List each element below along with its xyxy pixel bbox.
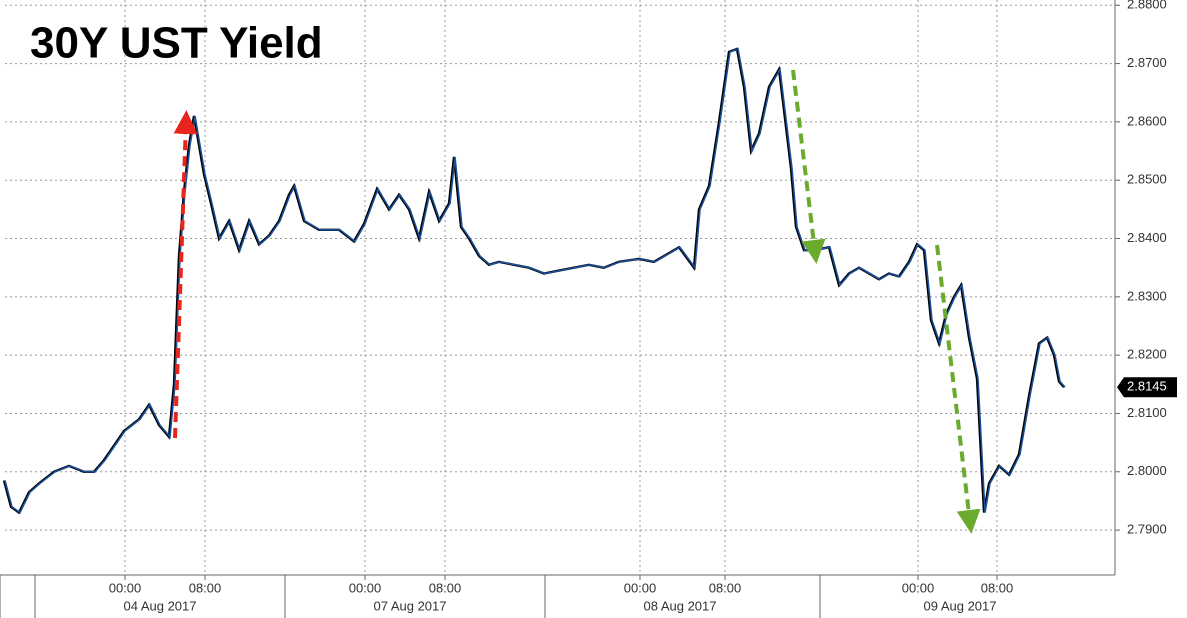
last-price-label: 2.8145 — [1127, 379, 1167, 394]
x-tick-label: 00:00 — [349, 580, 382, 595]
annotation-arrow — [935, 244, 981, 534]
y-tick-label: 2.8800 — [1127, 0, 1167, 12]
date-label: 08 Aug 2017 — [643, 598, 716, 613]
x-tick-label: 00:00 — [109, 580, 142, 595]
y-tick-label: 2.8700 — [1127, 55, 1167, 70]
annotation-arrow — [791, 69, 826, 264]
date-label: 09 Aug 2017 — [923, 598, 996, 613]
y-tick-label: 2.7900 — [1127, 522, 1167, 537]
y-tick-label: 2.8400 — [1127, 230, 1167, 245]
y-tick-label: 2.8500 — [1127, 172, 1167, 187]
date-label: 07 Aug 2017 — [373, 598, 446, 613]
y-tick-label: 2.8200 — [1127, 347, 1167, 362]
x-tick-label: 08:00 — [189, 580, 222, 595]
y-tick-label: 2.8600 — [1127, 113, 1167, 128]
y-tick-label: 2.8000 — [1127, 463, 1167, 478]
x-tick-label: 00:00 — [902, 580, 935, 595]
chart-title: 30Y UST Yield — [30, 19, 323, 68]
x-tick-label: 08:00 — [709, 580, 742, 595]
x-tick-label: 08:00 — [429, 580, 462, 595]
y-tick-label: 2.8100 — [1127, 405, 1167, 420]
last-price-box — [1117, 377, 1177, 398]
annotation-arrow — [173, 110, 198, 439]
date-label: 04 Aug 2017 — [123, 598, 196, 613]
x-tick-label: 08:00 — [981, 580, 1014, 595]
y-tick-label: 2.8300 — [1127, 288, 1167, 303]
x-tick-label: 00:00 — [624, 580, 657, 595]
